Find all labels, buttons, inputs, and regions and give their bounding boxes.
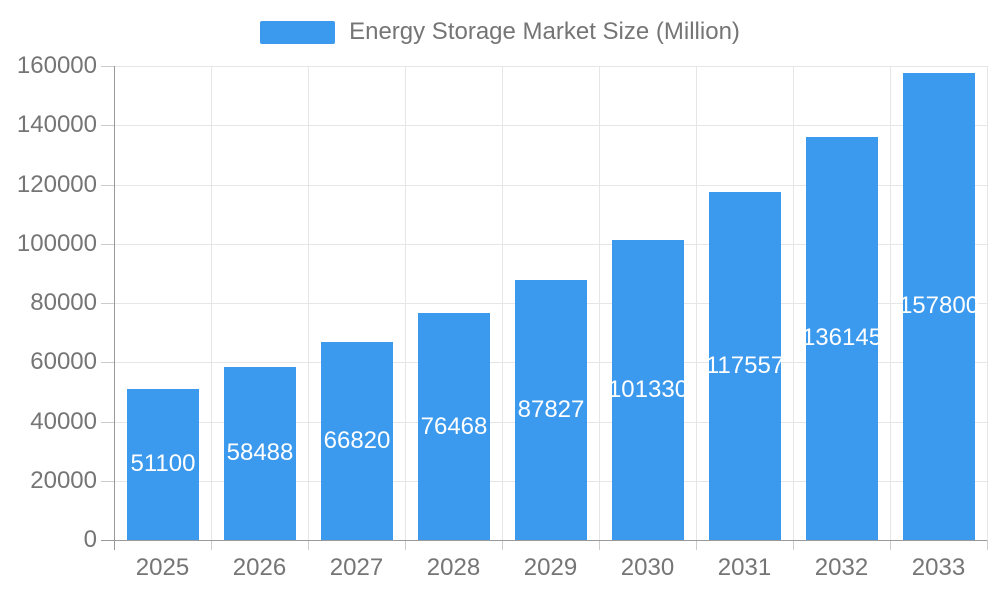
bar[interactable] [418, 313, 490, 540]
y-axis-label: 20000 [30, 467, 97, 494]
h-gridline [114, 185, 987, 186]
v-gridline [308, 66, 309, 540]
x-tick [502, 540, 503, 550]
x-axis-label: 2025 [135, 554, 190, 581]
x-tick [599, 540, 600, 550]
y-axis-label: 80000 [30, 289, 97, 316]
y-tick [101, 244, 114, 245]
v-gridline [696, 66, 697, 540]
x-axis-label: 2032 [814, 554, 869, 581]
legend-label: Energy Storage Market Size (Million) [349, 18, 740, 45]
bar-value-label: 117557 [705, 352, 785, 379]
y-tick [101, 185, 114, 186]
v-gridline [502, 66, 503, 540]
bar[interactable] [903, 73, 975, 540]
bar-value-label: 51100 [130, 450, 196, 477]
y-axis-label: 0 [83, 526, 97, 553]
y-axis-label: 40000 [30, 408, 97, 435]
x-axis-label: 2030 [620, 554, 675, 581]
x-axis-label: 2026 [232, 554, 287, 581]
bar[interactable] [127, 389, 199, 540]
y-tick [101, 481, 114, 482]
y-axis-label: 100000 [16, 230, 97, 257]
h-gridline [114, 125, 987, 126]
bar-value-label: 58488 [226, 439, 294, 466]
x-axis-label: 2027 [329, 554, 384, 581]
v-gridline [890, 66, 891, 540]
x-tick [211, 540, 212, 550]
bar-value-label: 136145 [801, 324, 883, 351]
x-tick [987, 540, 988, 550]
bar[interactable] [224, 367, 296, 540]
y-axis-label: 160000 [16, 52, 97, 79]
x-tick [405, 540, 406, 550]
v-gridline [211, 66, 212, 540]
x-axis-label: 2028 [426, 554, 481, 581]
x-axis-label: 2033 [911, 554, 966, 581]
y-axis-label: 120000 [16, 171, 97, 198]
bar[interactable] [806, 137, 878, 540]
y-tick [101, 66, 114, 67]
x-axis-line [101, 540, 987, 541]
x-tick [890, 540, 891, 550]
v-gridline [405, 66, 406, 540]
bar-value-label: 87827 [517, 396, 585, 423]
x-tick [793, 540, 794, 550]
h-gridline [114, 66, 987, 67]
h-gridline [114, 244, 987, 245]
y-tick [101, 125, 114, 126]
y-axis-label: 140000 [16, 111, 97, 138]
v-gridline [793, 66, 794, 540]
y-tick [101, 422, 114, 423]
bar-value-label: 66820 [323, 427, 391, 454]
v-gridline [987, 66, 988, 540]
y-tick [101, 303, 114, 304]
x-axis-label: 2031 [717, 554, 772, 581]
bar[interactable] [515, 280, 587, 540]
legend-swatch-icon [260, 20, 336, 44]
v-gridline [599, 66, 600, 540]
x-tick [696, 540, 697, 550]
y-axis-label: 60000 [30, 348, 97, 375]
y-axis-line [114, 66, 115, 550]
bar[interactable] [612, 240, 684, 540]
x-tick [308, 540, 309, 550]
bar-value-label: 76468 [420, 413, 488, 440]
bar[interactable] [709, 192, 781, 540]
x-axis-label: 2029 [523, 554, 578, 581]
bar-value-label: 101330 [607, 376, 689, 403]
bar[interactable] [321, 342, 393, 540]
bar-value-label: 157800 [898, 292, 980, 319]
y-tick [101, 362, 114, 363]
chart-legend[interactable]: Energy Storage Market Size (Million) [0, 18, 1000, 45]
